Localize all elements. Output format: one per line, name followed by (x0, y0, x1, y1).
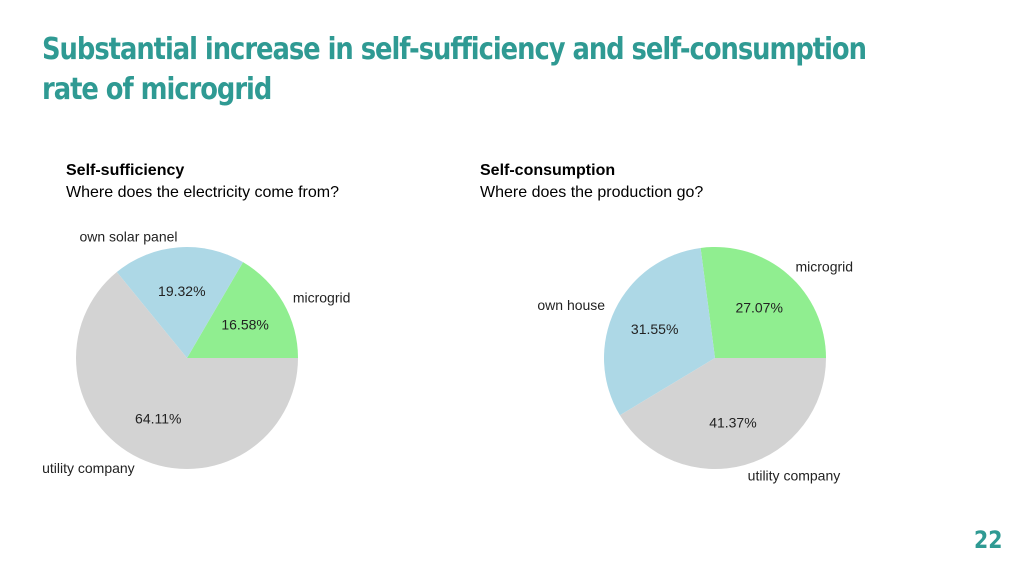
slice-percentage-label: 31.55% (631, 321, 678, 337)
pie-slice-own-house (604, 247, 715, 416)
slice-category-label: microgrid (293, 289, 351, 305)
slice-category-label: own house (537, 297, 605, 313)
chart-subtitle: Where does the electricity come from? (66, 184, 339, 201)
page-number: 22 (973, 526, 1002, 554)
slice-percentage-label: 16.58% (221, 317, 268, 333)
pie-slice-own-solar-panel (116, 247, 244, 358)
self-sufficiency-header: Self-sufficiency Where does the electric… (66, 160, 339, 204)
chart-title: Self-consumption (480, 162, 616, 179)
self-consumption-header: Self-consumption Where does the producti… (480, 160, 703, 204)
slide-title: Substantial increase in self-sufficiency… (42, 32, 867, 107)
slice-percentage-label: 27.07% (735, 300, 782, 316)
pie-slice-microgrid (187, 262, 298, 358)
slice-category-label: own solar panel (79, 228, 177, 244)
slice-percentage-label: 41.37% (709, 415, 756, 431)
chart-title: Self-sufficiency (66, 162, 185, 179)
slice-percentage-label: 19.32% (158, 283, 205, 299)
slice-category-label: utility company (42, 460, 135, 476)
slice-percentage-label: 64.11% (135, 411, 181, 427)
pie-slice-utility-company (76, 272, 298, 469)
chart-subtitle: Where does the production go? (480, 184, 704, 201)
slice-category-label: microgrid (795, 258, 853, 274)
pie-slice-microgrid (700, 246, 826, 358)
pie-slice-utility-company (619, 358, 826, 470)
slice-category-label: utility company (748, 468, 841, 484)
